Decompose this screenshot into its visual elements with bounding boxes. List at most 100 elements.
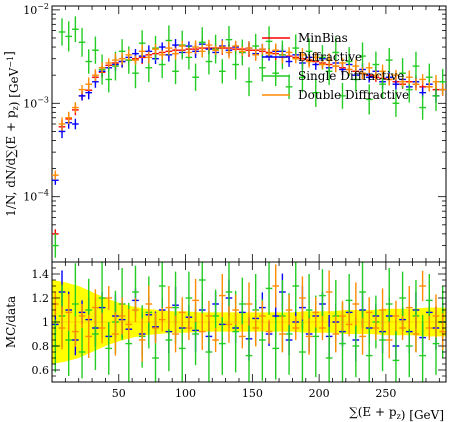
data-point: [245, 41, 253, 55]
main-y-tick-labels: 10−4 10−3 10−2: [23, 2, 49, 204]
data-point: [125, 49, 133, 61]
ratio-point: [165, 286, 173, 330]
series-double-diffractive: [52, 39, 446, 180]
main-panel: 10−410−310−2 1/N, dN/d∑(E + pz) [GeV−1] …: [2, 2, 447, 263]
data-point: [392, 78, 400, 90]
data-point: [412, 78, 420, 91]
data-point: [52, 170, 59, 180]
ratio-point: [259, 300, 266, 332]
data-point: [252, 48, 260, 61]
data-point: [198, 45, 206, 58]
main-y-tick-label: 10−3: [23, 95, 49, 110]
data-point: [105, 58, 113, 68]
data-point: [419, 95, 426, 120]
ratio-point: [439, 313, 446, 350]
x-tick-label: 200: [309, 387, 330, 400]
ratio-point: [198, 313, 206, 350]
data-point: [158, 50, 166, 60]
data-point: [65, 21, 73, 52]
data-point: [419, 74, 426, 85]
data-point: [105, 66, 113, 93]
data-point: [112, 53, 119, 67]
data-point: [58, 117, 66, 131]
ratio-point: [419, 270, 426, 302]
ratio-point: [225, 306, 233, 343]
data-point: [405, 70, 413, 84]
data-point: [118, 52, 126, 65]
data-point: [218, 40, 226, 54]
data-point: [178, 40, 186, 52]
data-point: [152, 43, 159, 55]
ratio-point: [158, 262, 166, 313]
data-point: [305, 55, 313, 68]
data-point: [359, 67, 366, 80]
x-tick-label: 250: [375, 387, 396, 400]
legend-item: Diffractive: [262, 50, 362, 64]
ratio-point: [405, 286, 413, 330]
data-point: [58, 18, 66, 46]
ratio-point: [238, 277, 246, 331]
ratio-point: [265, 262, 273, 315]
legend-label: Diffractive: [298, 50, 362, 64]
data-point: [259, 43, 266, 55]
data-point: [232, 49, 239, 80]
ratio-point: [232, 294, 239, 326]
legend-label: MinBias: [298, 31, 348, 45]
data-point: [319, 59, 326, 70]
ratio-point: [192, 278, 199, 322]
ratio-point: [359, 262, 366, 328]
ratio-y-tick-label: 0.6: [32, 364, 50, 377]
data-point: [138, 44, 146, 59]
ratio-point: [332, 315, 340, 353]
ratio-point: [352, 282, 360, 326]
data-point: [399, 77, 406, 87]
ratio-point: [359, 318, 366, 355]
ratio-point: [218, 274, 226, 318]
data-point: [385, 73, 393, 86]
main-y-tick-label: 10−4: [23, 189, 49, 204]
ratio-point: [205, 300, 213, 332]
data-point: [392, 69, 400, 81]
data-point: [272, 60, 280, 87]
data-point: [85, 77, 93, 91]
data-point: [132, 55, 139, 65]
ratio-point: [245, 324, 253, 382]
data-point: [245, 67, 253, 97]
ratio-point: [245, 282, 253, 326]
data-point: [172, 47, 179, 60]
x-tick-labels: 50 100 150 200 250: [112, 387, 397, 400]
data-point: [292, 54, 300, 64]
data-point: [432, 75, 440, 89]
ratio-point: [305, 318, 313, 355]
legend: MinBias Diffractive Single Diffractive Doub…: [262, 31, 409, 102]
data-point: [365, 71, 373, 83]
data-point: [212, 45, 219, 55]
ratio-point: [72, 316, 79, 347]
ratio-point: [292, 262, 300, 313]
ratio-point: [392, 319, 400, 382]
data-point: [165, 41, 173, 55]
main-y-axis-label: 1/N, dN/d∑(E + pz) [GeV−1]: [2, 51, 21, 217]
data-point: [72, 16, 79, 43]
legend-item: Double Diffractive: [262, 88, 409, 102]
ratio-y-tick-label: 1.2: [32, 292, 50, 305]
ratio-point: [345, 312, 353, 337]
ratio-point: [432, 294, 440, 338]
ratio-point: [399, 316, 406, 340]
ratio-point: [365, 314, 373, 382]
ratio-point: [105, 322, 113, 375]
data-point: [365, 62, 373, 74]
legend-label: Single Diffractive: [298, 69, 404, 83]
ratio-point: [312, 297, 320, 328]
ratio-point: [339, 300, 346, 332]
data-point: [205, 48, 213, 75]
data-point: [299, 62, 306, 93]
ratio-point: [365, 297, 373, 328]
ratio-point: [218, 312, 226, 375]
ratio-point: [385, 321, 393, 359]
data-point: [259, 54, 266, 82]
ratio-point: [92, 289, 99, 326]
ratio-point: [325, 326, 333, 382]
ratio-point: [78, 325, 86, 379]
legend-item: MinBias: [262, 31, 348, 45]
